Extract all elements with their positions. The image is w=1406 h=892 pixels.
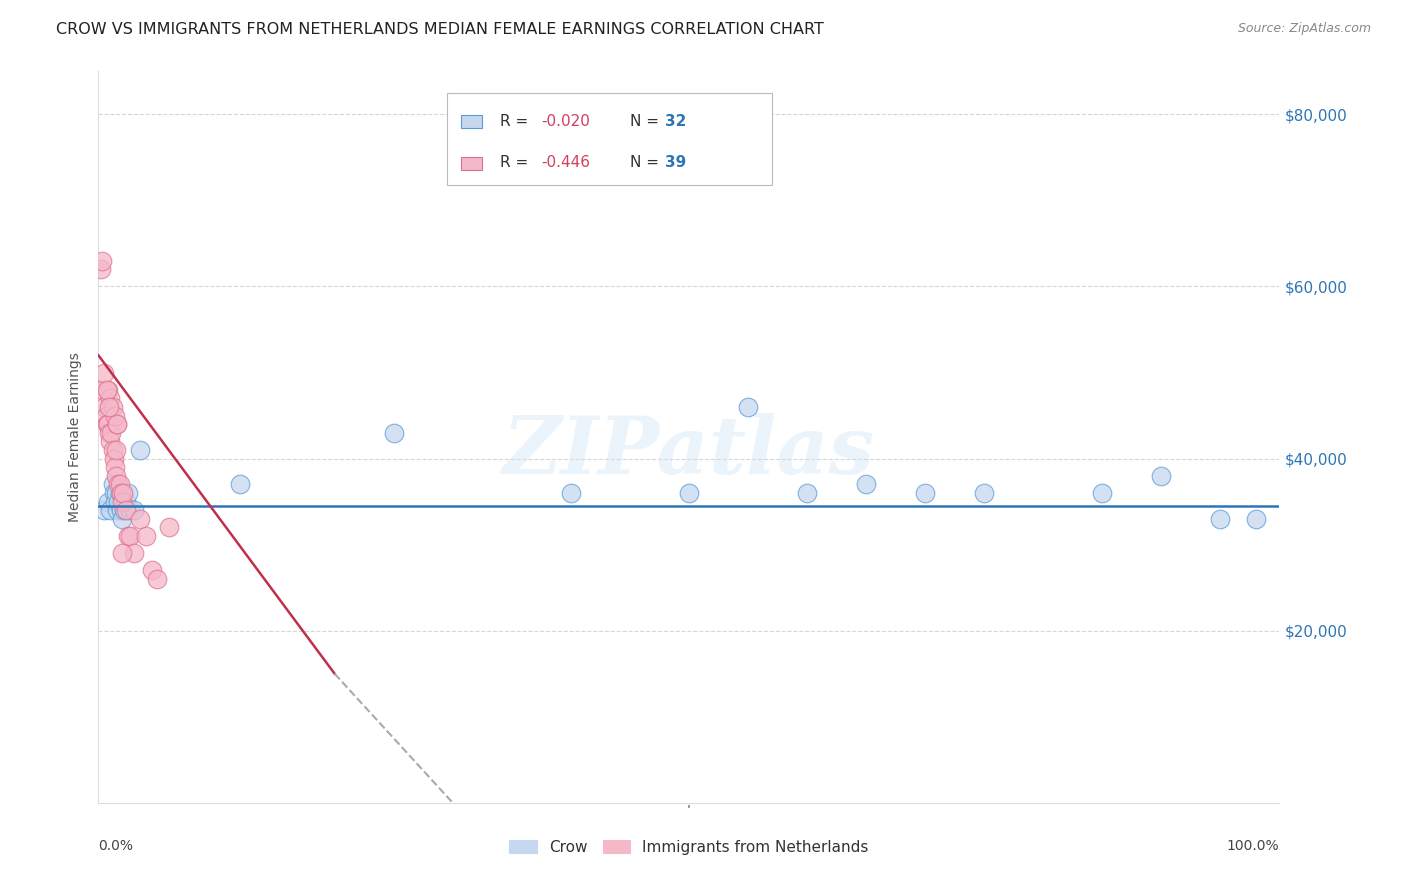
Point <box>96 383 118 397</box>
FancyBboxPatch shape <box>447 94 772 185</box>
Point <box>91 383 114 397</box>
Point <box>105 486 128 500</box>
Point <box>112 486 135 500</box>
Point <box>122 503 145 517</box>
Point <box>107 494 129 508</box>
Point <box>1091 486 1114 500</box>
Point <box>855 477 877 491</box>
Point <box>973 486 995 500</box>
Point <box>97 417 120 432</box>
Point <box>135 529 157 543</box>
Point <box>112 503 135 517</box>
Point <box>104 409 127 423</box>
Point <box>112 486 135 500</box>
Point <box>229 477 252 491</box>
Point <box>97 383 120 397</box>
Point <box>382 425 405 440</box>
Point <box>120 529 142 543</box>
Text: N =: N = <box>630 155 664 170</box>
Point <box>105 503 128 517</box>
Point <box>1150 468 1173 483</box>
Point <box>91 253 114 268</box>
Text: CROW VS IMMIGRANTS FROM NETHERLANDS MEDIAN FEMALE EARNINGS CORRELATION CHART: CROW VS IMMIGRANTS FROM NETHERLANDS MEDI… <box>56 22 824 37</box>
Point <box>104 494 127 508</box>
Text: -0.020: -0.020 <box>541 113 591 128</box>
Point <box>103 451 125 466</box>
Point <box>117 486 139 500</box>
Point <box>1209 512 1232 526</box>
Point <box>93 366 115 380</box>
Point <box>101 442 124 457</box>
Point <box>105 417 128 432</box>
Text: N =: N = <box>630 113 664 128</box>
Point <box>110 503 132 517</box>
Point <box>108 486 131 500</box>
Point <box>108 477 131 491</box>
FancyBboxPatch shape <box>461 157 482 170</box>
Point <box>94 409 117 423</box>
Text: R =: R = <box>501 155 533 170</box>
Point <box>128 442 150 457</box>
Point <box>114 494 136 508</box>
Text: R =: R = <box>501 113 533 128</box>
Text: 100.0%: 100.0% <box>1227 839 1279 854</box>
Point <box>93 400 115 414</box>
Point <box>120 503 142 517</box>
Point <box>737 400 759 414</box>
Point <box>98 400 121 414</box>
Point <box>93 503 115 517</box>
Point <box>114 503 136 517</box>
Point <box>90 262 112 277</box>
Point <box>141 564 163 578</box>
Text: Source: ZipAtlas.com: Source: ZipAtlas.com <box>1237 22 1371 36</box>
Point <box>110 486 132 500</box>
Point <box>111 512 134 526</box>
Point <box>128 512 150 526</box>
Point <box>98 392 121 406</box>
Text: -0.446: -0.446 <box>541 155 591 170</box>
Point <box>122 546 145 560</box>
Point <box>96 417 118 432</box>
Point <box>104 460 127 475</box>
Point <box>560 486 582 500</box>
Point <box>678 486 700 500</box>
Point <box>98 503 121 517</box>
Point <box>101 400 124 414</box>
Point <box>796 486 818 500</box>
Point <box>111 546 134 560</box>
Point <box>146 572 169 586</box>
Point <box>111 494 134 508</box>
Point <box>105 442 128 457</box>
Text: 32: 32 <box>665 113 686 128</box>
Point <box>105 417 128 432</box>
Point <box>107 477 129 491</box>
Point <box>101 477 124 491</box>
Point <box>914 486 936 500</box>
Y-axis label: Median Female Earnings: Median Female Earnings <box>69 352 83 522</box>
Text: 0.0%: 0.0% <box>98 839 134 854</box>
Point <box>97 494 120 508</box>
Point <box>157 520 180 534</box>
Point <box>100 425 122 440</box>
Point <box>98 434 121 449</box>
Text: ZIPatlas: ZIPatlas <box>503 413 875 491</box>
Legend: Crow, Immigrants from Netherlands: Crow, Immigrants from Netherlands <box>503 834 875 861</box>
Point <box>98 425 121 440</box>
Point <box>105 468 128 483</box>
Point <box>103 486 125 500</box>
FancyBboxPatch shape <box>461 115 482 128</box>
Text: 39: 39 <box>665 155 686 170</box>
Point <box>117 529 139 543</box>
Point <box>1244 512 1267 526</box>
